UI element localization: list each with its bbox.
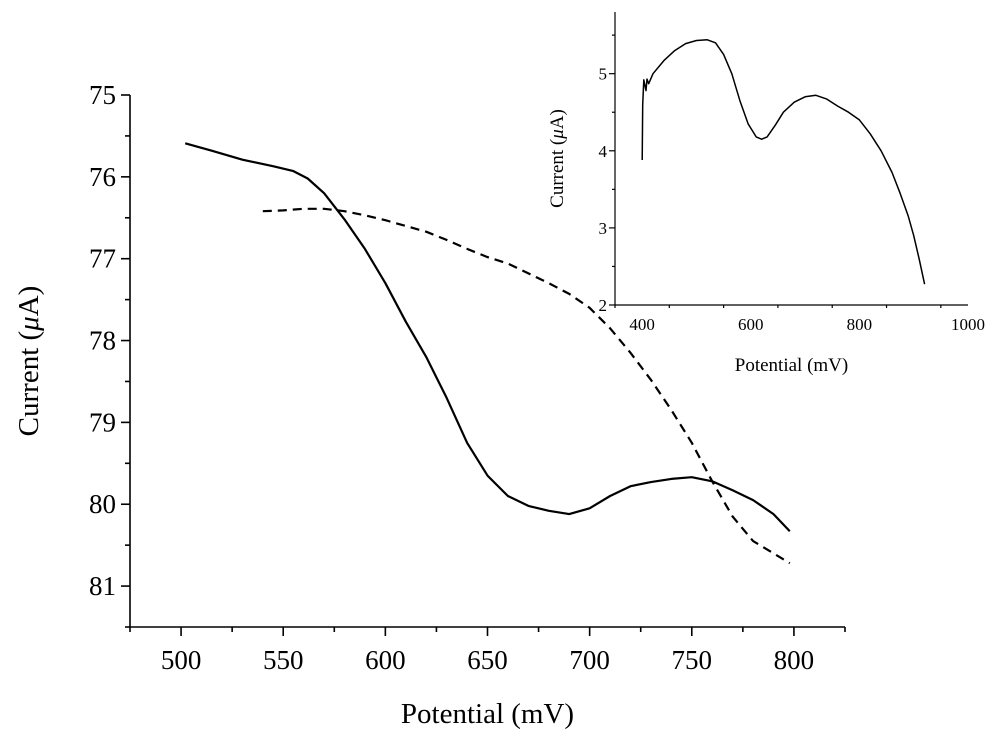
inset-x-axis-label: Potential (mV) — [735, 355, 848, 376]
main-x-tick-label: 800 — [774, 645, 815, 675]
inset-y-axis-label-greek: μ — [547, 129, 568, 140]
inset-x-tick-label: 800 — [847, 315, 873, 334]
main-x-tick-label: 600 — [365, 645, 406, 675]
inset-y-tick-label: 4 — [599, 142, 608, 161]
inset-axes: 400 600 800 1000 2 3 4 5 — [599, 12, 985, 334]
inset-series — [641, 39, 926, 285]
inset-plot: 400 600 800 1000 2 3 4 5 Potential (mV) Current… — [547, 12, 985, 376]
inset-x-tick-label: 1000 — [951, 315, 985, 334]
main-y-axis-label: Current (μA) — [13, 286, 45, 437]
main-y-tick-label: 80 — [89, 489, 116, 519]
main-y-axis-label-suffix: A) — [13, 286, 45, 317]
main-plot: 500 550 600 650 700 750 800 75 76 77 78 79 80 81 Pote… — [13, 80, 846, 730]
inset-y-tick-label: 3 — [599, 219, 608, 238]
main-x-tick-label: 500 — [161, 645, 202, 675]
main-x-tick-label: 650 — [467, 645, 508, 675]
inset-y-axis-label-prefix: Current ( — [547, 139, 568, 208]
inset-y-axis-label: Current (μA) — [547, 109, 568, 208]
inset-y-axis-label-suffix: A) — [547, 109, 568, 129]
main-y-tick-label: 81 — [89, 571, 116, 601]
main-y-axis-label-greek: μ — [13, 316, 45, 332]
main-y-tick-label: 79 — [89, 407, 116, 437]
main-x-tick-label: 700 — [569, 645, 610, 675]
main-series-line-dashed — [262, 207, 791, 565]
main-y-axis-label-prefix: Current ( — [13, 331, 45, 437]
main-x-tick-label: 550 — [263, 645, 304, 675]
main-y-tick-label: 75 — [89, 80, 116, 110]
main-axes: 500 550 600 650 700 750 800 75 76 77 78 79 80 81 — [89, 80, 846, 675]
main-y-tick-label: 78 — [89, 326, 116, 356]
main-series — [184, 142, 791, 565]
main-series-line-solid — [184, 142, 791, 532]
inset-x-tick-label: 400 — [629, 315, 655, 334]
inset-x-tick-label: 600 — [738, 315, 764, 334]
inset-y-tick-label: 2 — [599, 296, 608, 315]
main-x-axis-label: Potential (mV) — [401, 698, 574, 730]
main-y-tick-label: 76 — [89, 162, 116, 192]
inset-series-line-solid — [641, 39, 926, 285]
main-y-tick-label: 77 — [89, 244, 116, 274]
main-x-tick-label: 750 — [672, 645, 713, 675]
inset-y-tick-label: 5 — [599, 65, 608, 84]
